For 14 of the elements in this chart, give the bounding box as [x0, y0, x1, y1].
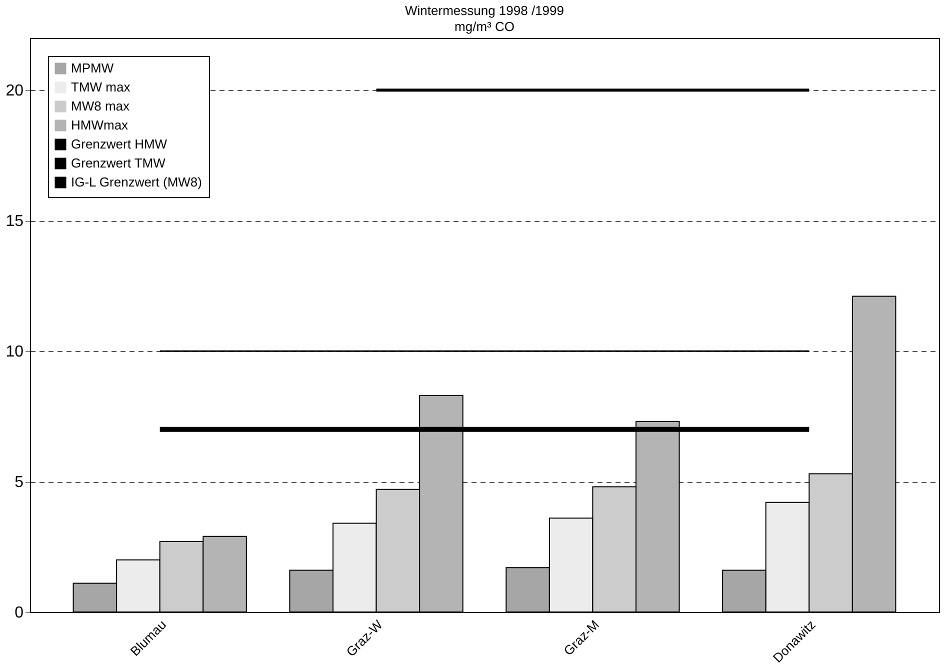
legend-label: IG-L Grenzwert (MW8): [71, 174, 202, 190]
legend-label: MW8 max: [71, 98, 130, 114]
chart-title: Wintermessung 1998 /1999: [405, 3, 564, 18]
y-tick-label: 20: [6, 82, 24, 100]
y-axis-title: mg/m³ CO: [454, 19, 514, 34]
y-tick-label: 5: [14, 474, 24, 492]
y-tick-label: 15: [6, 213, 24, 230]
legend-label: HMWmax: [71, 118, 129, 132]
legend-label: TMW max: [71, 80, 131, 94]
legend-label: MPMW: [71, 60, 114, 76]
y-tick-label: 10: [6, 344, 24, 361]
legend-label: Grenzwert TMW: [71, 156, 166, 170]
y-tick-label: 0: [14, 604, 24, 622]
legend-label: Grenzwert HMW: [71, 136, 168, 152]
